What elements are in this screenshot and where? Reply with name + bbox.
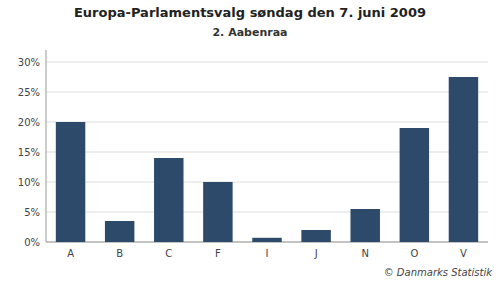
bars bbox=[56, 77, 478, 242]
chart-container: Europa-Parlamentsvalg søndag den 7. juni… bbox=[0, 0, 500, 282]
y-tick-label: 0% bbox=[24, 237, 40, 248]
grid-line bbox=[46, 62, 488, 63]
grid-line bbox=[46, 92, 488, 93]
y-tick-labels: 0% 5% 10% 15% 20% 25% 30% bbox=[18, 57, 40, 248]
y-tick-label: 25% bbox=[18, 87, 40, 98]
y-tick-label: 5% bbox=[24, 207, 40, 218]
x-tick-label: V bbox=[460, 248, 467, 259]
y-tick-label: 30% bbox=[18, 57, 40, 68]
x-tick-label: O bbox=[410, 248, 418, 259]
bar bbox=[154, 158, 183, 242]
x-tick-label: N bbox=[361, 248, 368, 259]
bar bbox=[203, 182, 232, 242]
y-tick-label: 20% bbox=[18, 117, 40, 128]
x-tick-label: B bbox=[116, 248, 123, 259]
y-axis-line bbox=[46, 50, 47, 242]
y-grid bbox=[46, 62, 488, 242]
bar bbox=[56, 122, 85, 242]
x-tick-label: J bbox=[314, 248, 318, 259]
y-tick-label: 15% bbox=[18, 147, 40, 158]
footer: © Danmarks Statistik bbox=[384, 267, 494, 278]
chart-svg: Europa-Parlamentsvalg søndag den 7. juni… bbox=[0, 0, 500, 282]
bar bbox=[449, 77, 478, 242]
title: Europa-Parlamentsvalg søndag den 7. juni… bbox=[74, 5, 426, 20]
subtitle: 2. Aabenraa bbox=[212, 26, 287, 39]
x-tick-label: A bbox=[67, 248, 74, 259]
bar bbox=[105, 221, 134, 242]
x-tick-label: I bbox=[266, 248, 269, 259]
grid-line bbox=[46, 122, 488, 123]
x-tick-label: C bbox=[165, 248, 172, 259]
bar bbox=[301, 230, 330, 242]
y-tick-label: 10% bbox=[18, 177, 40, 188]
x-tick-labels: ABCFIJNOV bbox=[67, 248, 467, 259]
bar bbox=[400, 128, 429, 242]
bar bbox=[350, 209, 379, 242]
bar bbox=[252, 238, 281, 242]
x-tick-label: F bbox=[215, 248, 221, 259]
